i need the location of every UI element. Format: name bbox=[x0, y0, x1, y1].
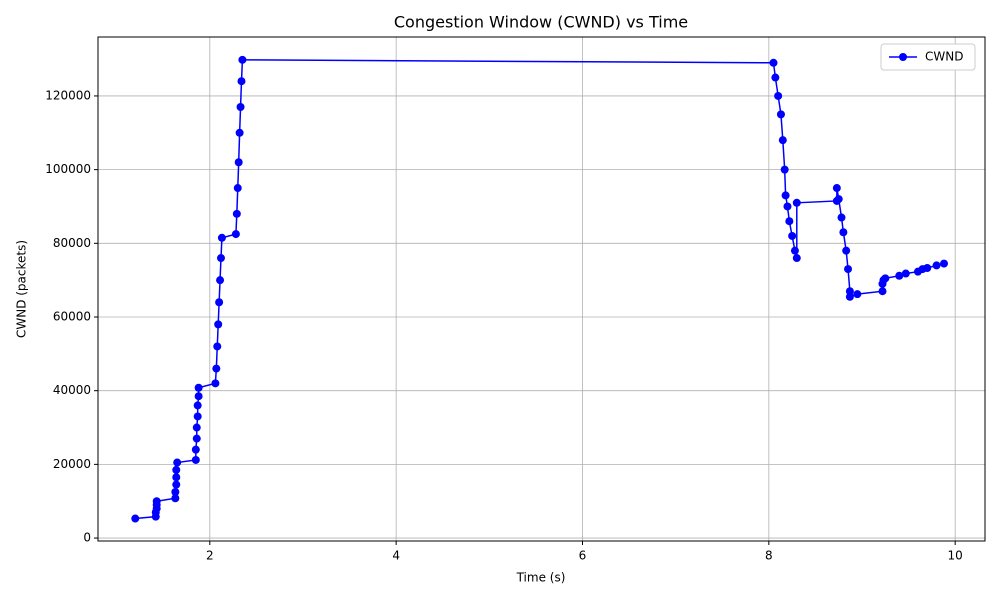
data-point bbox=[837, 213, 846, 222]
data-point bbox=[237, 77, 246, 86]
data-point bbox=[901, 269, 910, 278]
data-point bbox=[216, 254, 225, 263]
data-point bbox=[211, 379, 220, 388]
data-point bbox=[778, 136, 787, 145]
data-point bbox=[878, 287, 887, 296]
data-point bbox=[173, 458, 182, 467]
data-point bbox=[236, 103, 245, 111]
data-point bbox=[235, 128, 244, 137]
legend-box bbox=[880, 43, 976, 71]
y-tick-label: 20000 bbox=[53, 457, 91, 471]
data-point bbox=[193, 412, 202, 421]
x-axis-label: Time (s) bbox=[516, 571, 566, 585]
data-point bbox=[781, 191, 790, 200]
y-tick-label: 0 bbox=[83, 531, 91, 545]
data-point bbox=[839, 228, 848, 237]
x-tick-label: 2 bbox=[206, 549, 214, 563]
data-point bbox=[832, 184, 841, 193]
data-point bbox=[213, 342, 222, 351]
chart-title: Congestion Window (CWND) vs Time bbox=[394, 13, 688, 32]
data-point bbox=[172, 473, 181, 482]
data-point bbox=[152, 497, 161, 506]
data-point bbox=[231, 230, 240, 239]
plot-frame bbox=[97, 36, 986, 542]
data-point bbox=[769, 58, 778, 67]
data-point bbox=[214, 320, 223, 329]
data-point bbox=[932, 261, 941, 270]
data-point bbox=[192, 423, 201, 432]
data-point bbox=[845, 287, 854, 296]
x-tick-label: 10 bbox=[948, 549, 963, 563]
data-point bbox=[792, 254, 801, 263]
data-line bbox=[135, 59, 945, 520]
data-point bbox=[834, 195, 843, 204]
x-tick-label: 6 bbox=[579, 549, 587, 563]
data-point bbox=[216, 276, 225, 285]
data-point bbox=[783, 202, 792, 211]
data-point bbox=[191, 445, 200, 454]
data-point bbox=[171, 488, 180, 496]
data-point bbox=[853, 290, 862, 299]
data-point bbox=[881, 274, 890, 283]
data-point bbox=[771, 73, 780, 82]
data-point bbox=[131, 514, 140, 523]
legend-marker bbox=[899, 53, 907, 61]
data-point bbox=[194, 392, 203, 401]
data-point bbox=[895, 271, 904, 280]
data-point bbox=[215, 298, 224, 307]
data-point bbox=[923, 264, 932, 272]
data-point bbox=[785, 217, 794, 226]
data-point bbox=[792, 198, 801, 207]
data-point bbox=[217, 233, 226, 242]
y-tick-label: 120000 bbox=[45, 88, 91, 102]
y-tick-label: 100000 bbox=[45, 162, 91, 176]
data-point bbox=[774, 91, 783, 100]
data-point bbox=[940, 259, 949, 268]
data-point bbox=[238, 55, 247, 64]
data-point bbox=[172, 465, 181, 474]
data-point bbox=[212, 364, 221, 373]
legend-label: CWND bbox=[925, 50, 963, 64]
data-point bbox=[842, 246, 851, 255]
y-tick-label: 60000 bbox=[53, 310, 91, 324]
y-axis-label: CWND (packets) bbox=[15, 240, 29, 338]
data-point bbox=[844, 265, 853, 274]
y-tick-label: 80000 bbox=[53, 236, 91, 250]
data-point bbox=[845, 292, 854, 301]
data-point bbox=[192, 434, 201, 443]
data-point bbox=[233, 184, 242, 193]
data-point bbox=[234, 158, 243, 167]
x-tick-label: 4 bbox=[392, 549, 400, 563]
data-point bbox=[171, 494, 180, 503]
data-point bbox=[191, 455, 200, 464]
data-point bbox=[194, 383, 203, 392]
x-tick-label: 8 bbox=[765, 549, 773, 563]
data-point bbox=[232, 209, 241, 218]
data-point bbox=[172, 480, 181, 489]
data-point bbox=[193, 401, 202, 410]
data-point bbox=[788, 231, 797, 240]
data-point bbox=[780, 165, 789, 174]
data-point bbox=[790, 246, 799, 255]
y-tick-label: 40000 bbox=[53, 383, 91, 397]
data-point bbox=[776, 110, 785, 119]
